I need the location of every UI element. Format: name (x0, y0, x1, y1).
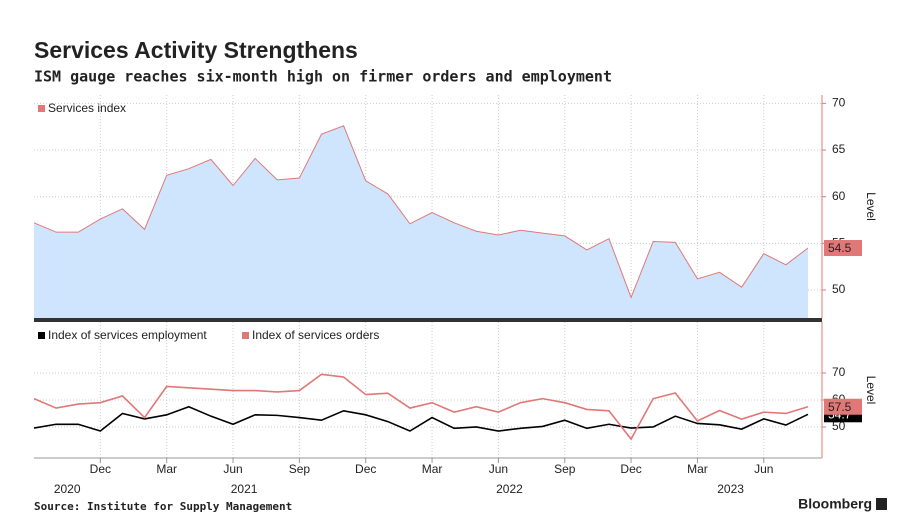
line (33, 405, 809, 432)
line (33, 373, 809, 441)
chart-subtitle: ISM gauge reaches six-month high on firm… (34, 68, 612, 86)
legend-swatch (38, 332, 45, 339)
legend-swatch (242, 332, 249, 339)
value-tag (824, 240, 862, 257)
year-label: 2021 (231, 482, 258, 496)
y-tick-label: 50 (832, 282, 846, 296)
line (33, 125, 809, 299)
source: Source: Institute for Supply Management (34, 500, 292, 513)
x-tick-label: Mar (156, 462, 177, 476)
year-label: 2022 (496, 482, 523, 496)
x-tick-label: Sep (554, 462, 576, 476)
x-tick-label: Dec (355, 462, 376, 476)
brand: Bloomberg (798, 496, 872, 512)
value-label: 54.5 (828, 241, 852, 255)
x-tick-label: Dec (620, 462, 641, 476)
brand-icon (876, 498, 887, 510)
x-tick-label: Mar (422, 462, 443, 476)
year-label: 2023 (717, 482, 744, 496)
legend-swatch (38, 105, 45, 112)
x-tick-label: Jun (489, 462, 508, 476)
value-label: 57.5 (828, 400, 852, 414)
chart-title: Services Activity Strengthens (34, 37, 358, 63)
y-axis-label: Level (864, 376, 878, 405)
x-tick-label: Dec (90, 462, 111, 476)
y-tick-label: 65 (832, 142, 846, 156)
legend-label: Index of services orders (252, 328, 379, 342)
y-tick-label: 70 (832, 365, 846, 379)
legend-label: Services index (48, 101, 126, 115)
year-label: 2020 (54, 482, 81, 496)
panel-separator (34, 318, 822, 322)
x-tick-label: Jun (223, 462, 242, 476)
value-tag (824, 398, 862, 415)
x-tick-label: Sep (289, 462, 311, 476)
y-tick-label: 60 (832, 189, 846, 203)
y-axis-label: Level (864, 192, 878, 221)
x-tick-label: Jun (754, 462, 773, 476)
legend-label: Index of services employment (48, 328, 207, 342)
y-tick-label: 70 (832, 96, 846, 110)
y-tick-label: 50 (832, 419, 846, 433)
x-tick-label: Mar (687, 462, 708, 476)
area (34, 125, 808, 318)
